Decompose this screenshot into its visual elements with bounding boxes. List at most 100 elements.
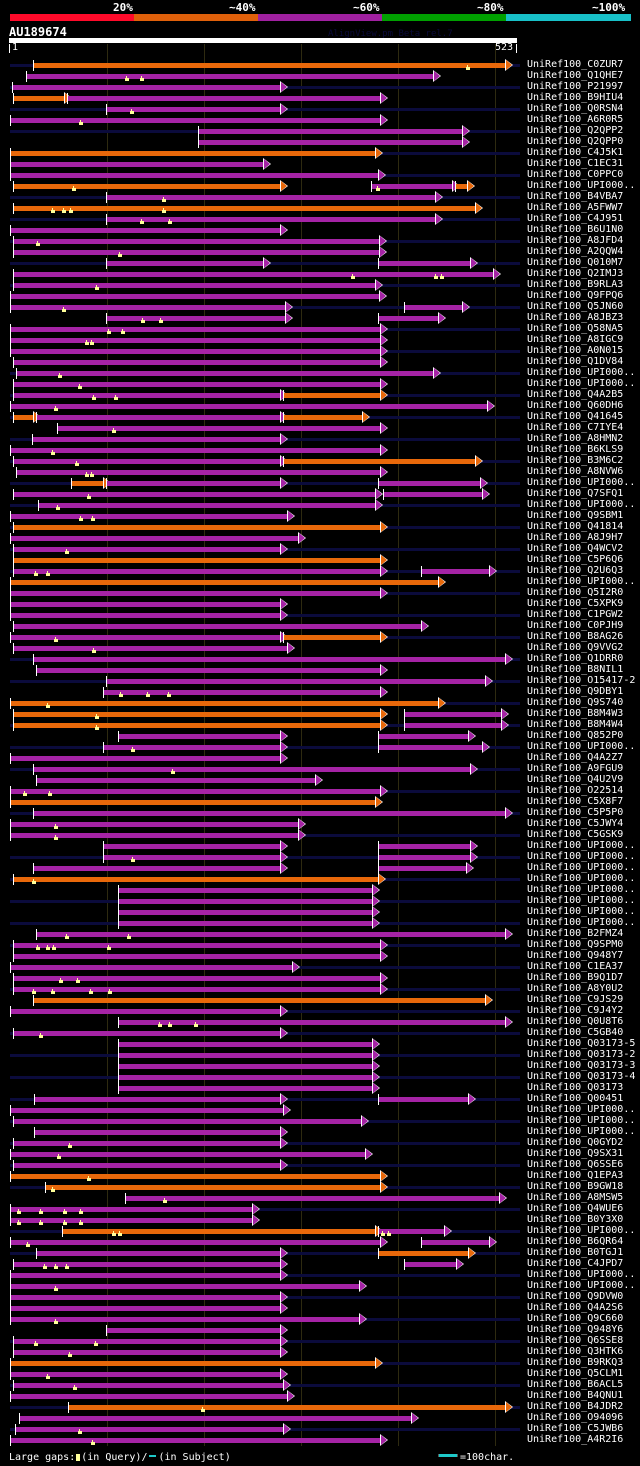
alignment-row[interactable]: UniRef100_Q4A2Z7 — [0, 752, 640, 764]
subject-label[interactable]: UniRef100_Q03173 — [527, 1082, 624, 1093]
hit-segment[interactable] — [105, 481, 282, 486]
alignment-row[interactable]: UniRef100_UPI000.. — [0, 477, 640, 489]
subject-label[interactable]: UniRef100_C1EA37 — [527, 961, 624, 972]
subject-label[interactable]: UniRef100_UPI000.. — [527, 917, 636, 928]
hit-segment[interactable] — [12, 206, 477, 211]
subject-label[interactable]: UniRef100_B4QNU1 — [527, 1390, 624, 1401]
hit-segment[interactable] — [12, 712, 382, 717]
alignment-row[interactable]: UniRef100_A5FWW7 — [0, 202, 640, 214]
alignment-row[interactable]: UniRef100_B8M4W3 — [0, 708, 640, 720]
hit-segment[interactable] — [103, 855, 282, 860]
subject-label[interactable]: UniRef100_C5JWY4 — [527, 818, 624, 829]
hit-segment[interactable] — [117, 1086, 374, 1091]
alignment-row[interactable]: UniRef100_Q6SSE8 — [0, 1335, 640, 1347]
alignment-row[interactable]: UniRef100_Q03173 — [0, 1082, 640, 1094]
subject-label[interactable]: UniRef100_Q6SSE6 — [527, 1159, 624, 1170]
alignment-row[interactable]: UniRef100_C4J5K1 — [0, 147, 640, 159]
subject-label[interactable]: UniRef100_A8JFD4 — [527, 235, 624, 246]
alignment-row[interactable]: UniRef100_B9RKQ3 — [0, 1357, 640, 1369]
alignment-row[interactable]: UniRef100_C5JWY4 — [0, 818, 640, 830]
subject-label[interactable]: UniRef100_Q41645 — [527, 411, 624, 422]
alignment-row[interactable]: UniRef100_UPI000.. — [0, 741, 640, 753]
subject-label[interactable]: UniRef100_Q1DRR0 — [527, 653, 624, 664]
alignment-row[interactable]: UniRef100_O94096 — [0, 1412, 640, 1424]
subject-label[interactable]: UniRef100_Q4WUE6 — [527, 1203, 624, 1214]
alignment-row[interactable]: UniRef100_UPI000.. — [0, 917, 640, 929]
hit-segment[interactable] — [378, 481, 482, 486]
hit-segment[interactable] — [10, 1295, 282, 1300]
subject-label[interactable]: UniRef100_B4VBA7 — [527, 191, 624, 202]
hit-segment[interactable] — [34, 1097, 282, 1102]
hit-segment[interactable] — [67, 96, 382, 101]
hit-segment[interactable] — [198, 140, 463, 145]
subject-label[interactable]: UniRef100_C9J4Y2 — [527, 1005, 624, 1016]
alignment-row[interactable]: UniRef100_UPI000.. — [0, 862, 640, 874]
alignment-row[interactable]: UniRef100_C1EA37 — [0, 961, 640, 973]
alignment-row[interactable]: UniRef100_UPI000.. — [0, 1104, 640, 1116]
alignment-row[interactable]: UniRef100_Q9FPQ6 — [0, 290, 640, 302]
alignment-row[interactable]: UniRef100_B4VBA7 — [0, 191, 640, 203]
alignment-row[interactable]: UniRef100_C1PGW2 — [0, 609, 640, 621]
alignment-row[interactable]: UniRef100_C5XPK9 — [0, 598, 640, 610]
subject-label[interactable]: UniRef100_C9JS29 — [527, 994, 624, 1005]
alignment-row[interactable]: UniRef100_Q5CLM1 — [0, 1368, 640, 1380]
subject-label[interactable]: UniRef100_UPI000.. — [527, 477, 636, 488]
alignment-row[interactable]: UniRef100_B6QR64 — [0, 1236, 640, 1248]
hit-segment[interactable] — [10, 1108, 285, 1113]
alignment-row[interactable]: UniRef100_Q1QHE7 — [0, 70, 640, 82]
alignment-row[interactable]: UniRef100_Q9DBY1 — [0, 686, 640, 698]
alignment-row[interactable]: UniRef100_C9JS29 — [0, 994, 640, 1006]
alignment-row[interactable]: UniRef100_UPI000.. — [0, 1225, 640, 1237]
alignment-row[interactable]: UniRef100_Q00451 — [0, 1093, 640, 1105]
hit-segment[interactable] — [12, 976, 382, 981]
alignment-row[interactable]: UniRef100_Q9C660 — [0, 1313, 640, 1325]
subject-label[interactable]: UniRef100_Q9S740 — [527, 697, 624, 708]
subject-label[interactable]: UniRef100_UPI000.. — [527, 741, 636, 752]
subject-label[interactable]: UniRef100_B3M6C2 — [527, 455, 624, 466]
alignment-row[interactable]: UniRef100_UPI000.. — [0, 851, 640, 863]
alignment-row[interactable]: UniRef100_C0PJH9 — [0, 620, 640, 632]
subject-label[interactable]: UniRef100_C5GB40 — [527, 1027, 624, 1038]
subject-label[interactable]: UniRef100_B9RKQ3 — [527, 1357, 624, 1368]
hit-segment[interactable] — [15, 470, 382, 475]
hit-segment[interactable] — [10, 151, 377, 156]
subject-label[interactable]: UniRef100_Q4A2Z7 — [527, 752, 624, 763]
hit-segment[interactable] — [10, 1372, 282, 1377]
hit-segment[interactable] — [10, 173, 380, 178]
alignment-row[interactable]: UniRef100_C7IYE4 — [0, 422, 640, 434]
subject-label[interactable]: UniRef100_Q4U2V9 — [527, 774, 624, 785]
hit-segment[interactable] — [378, 1097, 470, 1102]
subject-label[interactable]: UniRef100_Q0RSN4 — [527, 103, 624, 114]
subject-label[interactable]: UniRef100_Q9SPM0 — [527, 939, 624, 950]
alignment-row[interactable]: UniRef100_B9Q1D7 — [0, 972, 640, 984]
alignment-row[interactable]: UniRef100_C5X8F7 — [0, 796, 640, 808]
subject-label[interactable]: UniRef100_Q1EPA3 — [527, 1170, 624, 1181]
hit-segment[interactable] — [403, 723, 503, 728]
alignment-row[interactable]: UniRef100_C5JWB6 — [0, 1423, 640, 1435]
subject-label[interactable]: UniRef100_B8AG26 — [527, 631, 624, 642]
hit-segment[interactable] — [14, 1427, 285, 1432]
alignment-row[interactable]: UniRef100_Q41814 — [0, 521, 640, 533]
alignment-row[interactable]: UniRef100_Q3HTK6 — [0, 1346, 640, 1358]
alignment-row[interactable]: UniRef100_Q2IMJ3 — [0, 268, 640, 280]
hit-segment[interactable] — [117, 1020, 507, 1025]
alignment-row[interactable]: UniRef100_Q4U2V9 — [0, 774, 640, 786]
hit-segment[interactable] — [33, 657, 507, 662]
subject-label[interactable]: UniRef100_UPI000.. — [527, 1104, 636, 1115]
hit-segment[interactable] — [36, 415, 282, 420]
subject-label[interactable]: UniRef100_B8NIL1 — [527, 664, 624, 675]
subject-label[interactable]: UniRef100_A8IGC9 — [527, 334, 624, 345]
hit-segment[interactable] — [36, 1251, 282, 1256]
hit-segment[interactable] — [12, 646, 289, 651]
hit-segment[interactable] — [198, 129, 463, 134]
subject-label[interactable]: UniRef100_Q41814 — [527, 521, 624, 532]
hit-segment[interactable] — [12, 877, 380, 882]
hit-segment[interactable] — [421, 569, 490, 574]
subject-label[interactable]: UniRef100_Q9SX31 — [527, 1148, 624, 1159]
hit-segment[interactable] — [378, 745, 483, 750]
alignment-row[interactable]: UniRef100_C1EC31 — [0, 158, 640, 170]
subject-label[interactable]: UniRef100_B6ACL5 — [527, 1379, 624, 1390]
subject-label[interactable]: UniRef100_B2FMZ4 — [527, 928, 624, 939]
hit-segment[interactable] — [10, 294, 381, 299]
hit-segment[interactable] — [62, 1229, 377, 1234]
